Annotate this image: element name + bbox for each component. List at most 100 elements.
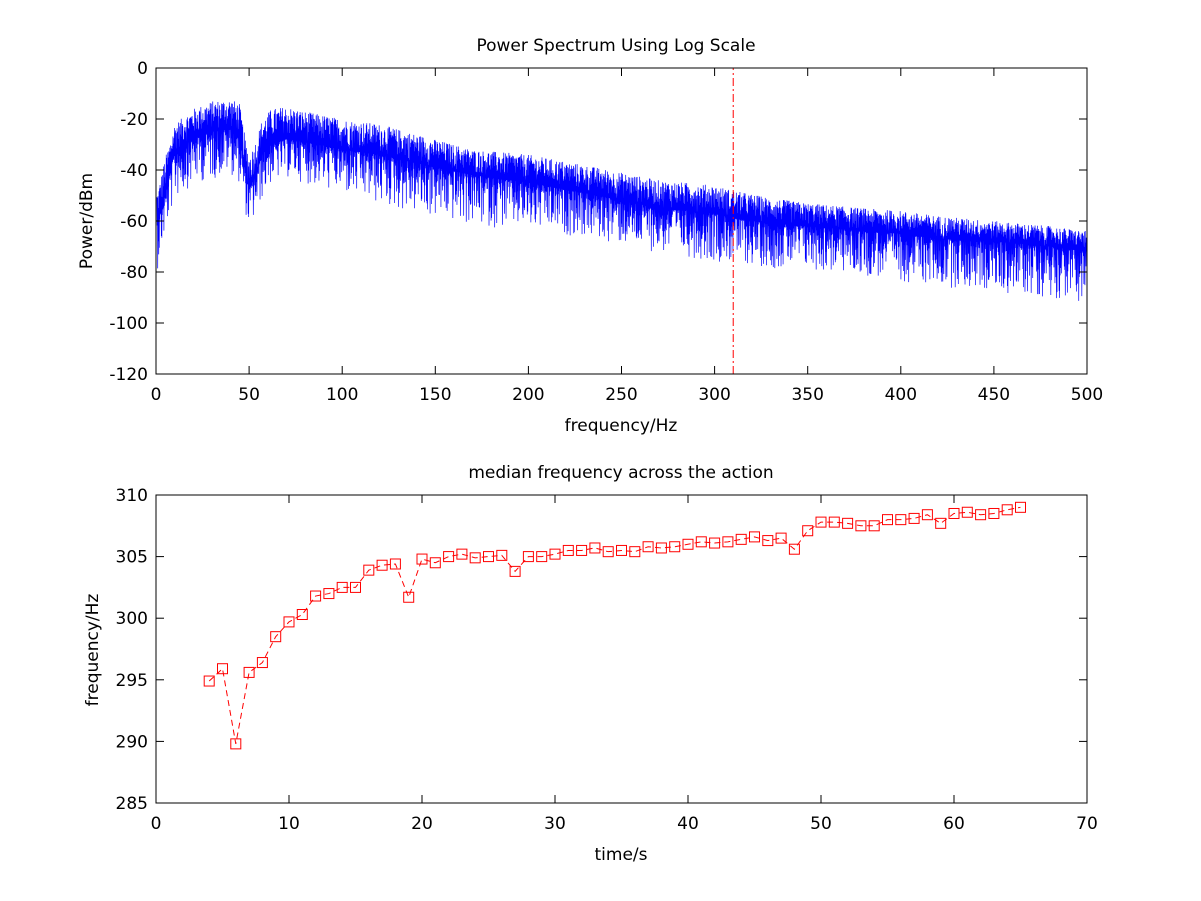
data-point-marker (682, 538, 694, 550)
data-point-marker (350, 581, 361, 593)
y-axis-label: Power/dBm (77, 173, 97, 269)
x-tick-label: 70 (1076, 814, 1098, 834)
data-point-marker (961, 506, 973, 518)
data-point-marker (1015, 501, 1026, 513)
x-tick-label: 300 (698, 385, 730, 405)
data-point-marker (735, 533, 747, 545)
y-axis-ticks: 285 290 295 300 305 310 (116, 486, 1087, 814)
data-point-marker (602, 546, 614, 558)
y-tick-label: 285 (116, 794, 148, 814)
data-point-marker (1001, 504, 1013, 516)
y-tick-label: 295 (116, 671, 148, 691)
data-point-marker (642, 541, 654, 553)
x-axis-ticks: 0 50 100 150 200 250 300 350 400 450 500 (151, 68, 1103, 405)
y-tick-label: -40 (120, 161, 148, 181)
data-point-marker (522, 551, 534, 563)
x-axis-label: frequency/Hz (565, 416, 678, 436)
data-point-marker (483, 551, 494, 563)
data-point-marker (842, 517, 854, 529)
x-tick-label: 30 (544, 814, 566, 834)
power-spectrum-plot: Power Spectrum Using Log Scale 0 50 100 150… (77, 36, 1103, 436)
data-point-marker (921, 509, 933, 521)
x-tick-label: 0 (151, 385, 162, 405)
data-point-marker (948, 507, 960, 519)
data-point-marker (815, 516, 827, 528)
data-point-marker (722, 536, 734, 548)
data-point-marker (443, 551, 455, 563)
data-point-marker (576, 544, 588, 556)
data-point-marker (389, 558, 401, 570)
x-tick-label: 10 (278, 814, 300, 834)
data-point-marker (270, 631, 282, 643)
chart-title: Power Spectrum Using Log Scale (476, 36, 755, 56)
x-tick-label: 150 (419, 385, 451, 405)
data-point-marker (775, 532, 787, 544)
data-point-marker (855, 520, 867, 532)
data-point-marker (376, 559, 388, 571)
data-point-marker (549, 548, 561, 560)
x-tick-label: 400 (885, 385, 917, 405)
data-point-marker (296, 609, 308, 621)
y-tick-label: -20 (120, 110, 148, 130)
y-tick-label: 300 (116, 609, 148, 629)
data-point-marker (868, 520, 880, 532)
data-point-marker (403, 591, 415, 603)
data-point-marker (336, 581, 348, 593)
x-tick-label: 50 (810, 814, 832, 834)
data-point-marker (536, 551, 548, 563)
x-tick-label: 100 (326, 385, 358, 405)
data-point-marker (589, 542, 601, 554)
data-point-marker (908, 512, 920, 524)
axes-frame (155, 494, 1088, 804)
data-point-marker (217, 663, 228, 675)
x-tick-label: 40 (677, 814, 699, 834)
data-point-marker (256, 657, 268, 669)
data-point-marker (429, 557, 441, 569)
data-point-marker (988, 507, 1000, 519)
chart-title: median frequency across the action (468, 463, 773, 483)
spectrum-series-line (156, 101, 1087, 301)
data-point-marker (562, 544, 574, 556)
data-point-marker (243, 666, 255, 678)
x-axis-label: time/s (595, 845, 648, 865)
data-point-marker (975, 509, 987, 521)
data-point-marker (695, 536, 707, 548)
data-point-marker (935, 517, 947, 529)
x-tick-label: 500 (1071, 385, 1103, 405)
x-tick-label: 450 (978, 385, 1010, 405)
median-frequency-plot: median frequency across the action 0 10 20… (83, 463, 1098, 865)
data-point-marker (496, 549, 508, 561)
data-point-marker (655, 542, 667, 554)
data-point-marker (762, 535, 774, 547)
data-point-marker (203, 675, 215, 687)
data-point-marker (230, 738, 242, 750)
x-tick-label: 50 (238, 385, 260, 405)
x-tick-label: 350 (791, 385, 823, 405)
y-tick-label: -80 (120, 263, 148, 283)
x-tick-label: 20 (411, 814, 433, 834)
y-tick-label: 0 (137, 59, 148, 79)
y-tick-label: 310 (116, 486, 148, 506)
data-point-marker (363, 564, 375, 576)
x-tick-label: 250 (605, 385, 637, 405)
data-point-marker (456, 548, 468, 560)
data-point-marker (802, 525, 814, 537)
data-point-marker (788, 543, 800, 555)
data-point-marker (323, 588, 335, 600)
x-tick-label: 0 (151, 814, 162, 834)
data-point-marker (283, 616, 295, 628)
y-axis-ticks: -120 -100 -80 -60 -40 -20 0 (109, 59, 1087, 385)
data-point-marker (828, 516, 840, 528)
data-point-marker (310, 590, 322, 602)
data-point-marker (709, 537, 721, 549)
data-point-marker (469, 552, 481, 564)
y-tick-label: -100 (109, 314, 148, 334)
plot-area (156, 68, 1087, 374)
y-tick-label: 305 (116, 548, 148, 568)
y-tick-label: 290 (116, 732, 148, 752)
y-tick-label: -60 (120, 212, 148, 232)
y-tick-label: -120 (109, 365, 148, 385)
data-point-marker (616, 544, 627, 556)
